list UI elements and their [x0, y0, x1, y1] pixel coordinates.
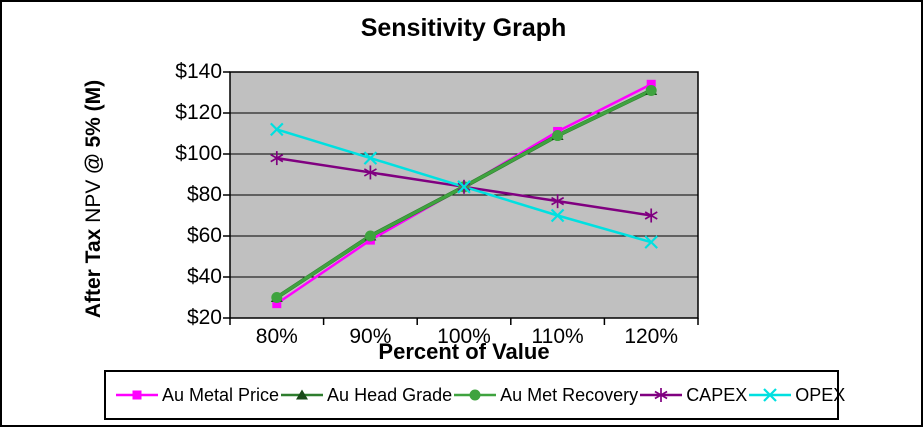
y-tick-label: $20 [186, 306, 222, 329]
y-tick-label: $100 [175, 142, 222, 165]
circle-marker-icon [552, 130, 564, 142]
legend: Au Metal Price Au Head Grade Au Met Recove… [104, 370, 845, 420]
x-axis-title: Percent of Value [378, 339, 550, 364]
x-marker-icon [270, 122, 284, 137]
y-tick-label: $140 [175, 60, 222, 83]
circle-marker-icon [645, 84, 657, 96]
x-tick-label: 110% [531, 325, 584, 348]
x-marker-icon [763, 388, 777, 402]
x-tick-label: 100% [437, 325, 491, 348]
x-marker-icon [363, 151, 378, 165]
asterisk-marker-icon [551, 196, 565, 206]
legend-item-au-metal-price: Au Metal Price [114, 385, 279, 406]
legend-label: Au Metal Price [162, 384, 280, 405]
legend-label: CAPEX [686, 384, 748, 405]
square-marker-icon [272, 299, 282, 309]
y-tick-label: $60 [186, 224, 222, 247]
x-tick-label: 90% [349, 325, 392, 348]
legend-marker-icon [749, 388, 792, 402]
legend-marker-icon [640, 388, 683, 402]
triangle-marker-icon [296, 389, 309, 400]
x-marker-icon [644, 235, 658, 249]
asterisk-marker-icon [270, 153, 284, 163]
y-tick-label: $40 [186, 265, 222, 288]
y-tick-label: $120 [175, 101, 222, 124]
legend-marker-icon [454, 389, 497, 401]
circle-marker-icon [271, 292, 283, 303]
circle-marker-icon [469, 389, 481, 401]
legend-label: Au Head Grade [327, 384, 453, 405]
asterisk-marker-icon [644, 211, 658, 220]
x-tick-label: 120% [624, 325, 679, 348]
x-marker-icon [457, 180, 471, 194]
square-marker-icon [132, 390, 142, 400]
legend-item-capex: CAPEX [638, 385, 747, 406]
circle-marker-icon [364, 230, 376, 242]
y-tick-label: $80 [186, 183, 222, 206]
x-marker-icon [550, 208, 565, 223]
asterisk-marker-icon [654, 390, 668, 400]
legend-marker-icon [281, 389, 324, 400]
asterisk-marker-icon [363, 168, 377, 177]
legend-marker-icon [116, 390, 158, 400]
legend-item-au-met-recovery: Au Met Recovery [452, 385, 638, 406]
legend-item-opex: OPEX [747, 385, 845, 406]
legend-label: Au Met Recovery [500, 384, 639, 405]
legend-item-au-head-grade: Au Head Grade [279, 385, 452, 406]
x-tick-label: 80% [255, 325, 298, 348]
chart-title: Sensitivity Graph [360, 14, 567, 42]
square-marker-icon [646, 79, 656, 89]
legend-label: OPEX [795, 384, 846, 405]
